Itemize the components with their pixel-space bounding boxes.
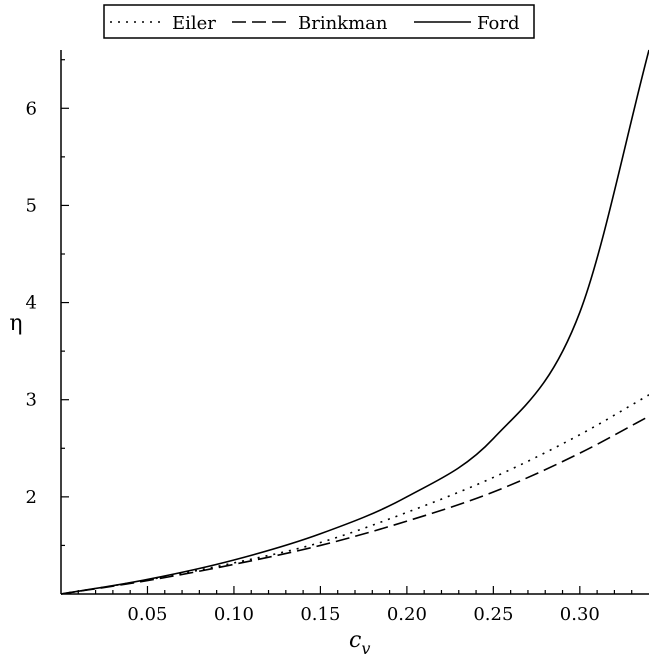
x-tick-label: 0.25 <box>473 604 513 625</box>
series-group <box>60 49 649 595</box>
x-tick-label: 0.05 <box>127 604 167 625</box>
y-axis-title: η <box>9 311 22 336</box>
legend: Eiler Brinkman Ford <box>103 4 535 39</box>
y-tick-label: 5 <box>26 195 37 216</box>
y-tick-label: 3 <box>26 390 37 411</box>
legend-label-ford: Ford <box>477 13 519 34</box>
x-tick-label: 0.30 <box>560 604 600 625</box>
series-line-ford <box>60 49 649 595</box>
series-line-brinkman <box>60 415 649 595</box>
x-tick-label: 0.10 <box>214 604 254 625</box>
series-line-eiler <box>60 394 649 595</box>
x-axis-title-main: c <box>349 628 361 653</box>
y-tick-label: 6 <box>26 98 37 119</box>
x-axis-title: cv <box>349 628 370 657</box>
ticks-group: 0.05 0.10 0.15 0.20 0.25 0.30 2 3 4 5 6 <box>26 59 633 625</box>
legend-label-eiler: Eiler <box>172 13 216 34</box>
x-axis-title-sub: v <box>361 639 370 657</box>
y-tick-label: 4 <box>26 293 37 314</box>
x-tick-label: 0.15 <box>300 604 340 625</box>
legend-label-brinkman: Brinkman <box>298 13 388 34</box>
y-tick-label: 2 <box>26 487 37 508</box>
x-tick-label: 0.20 <box>387 604 427 625</box>
